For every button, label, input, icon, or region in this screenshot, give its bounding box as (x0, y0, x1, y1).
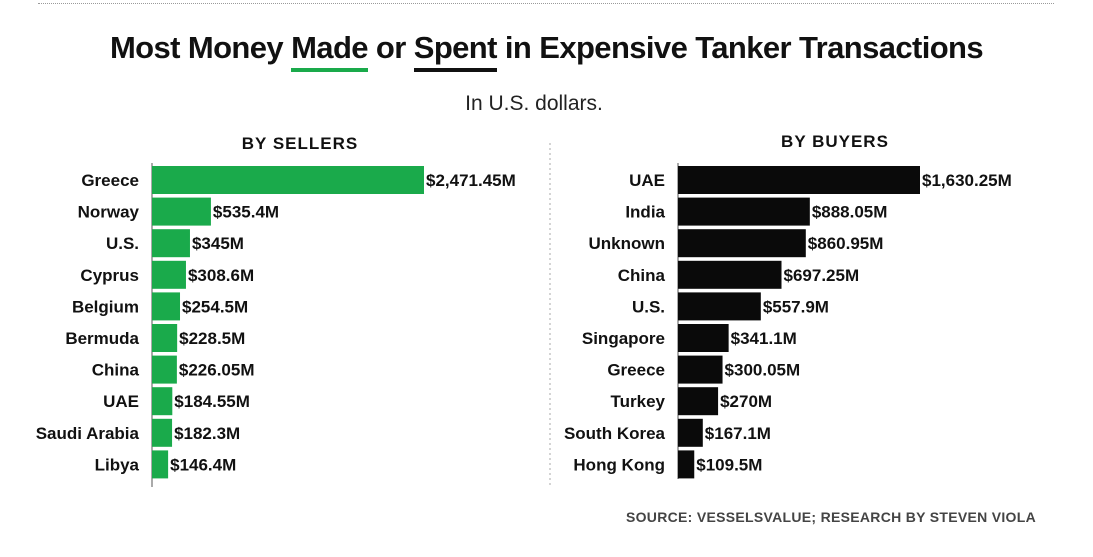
seller-bar-bermuda (152, 324, 178, 352)
title-word-spent: Spent (413, 30, 497, 72)
buyer-bar-singapore (678, 324, 729, 352)
buyer-category-label: Hong Kong (573, 455, 665, 474)
seller-category-label: Belgium (72, 297, 139, 316)
buyer-value-label: $300.05M (725, 361, 801, 380)
chart-title: Most Money Made or Spent in Expensive Ta… (0, 30, 1093, 72)
seller-category-label: Bermuda (65, 329, 139, 348)
seller-bar-cyprus (152, 260, 186, 289)
seller-bar-china (152, 355, 177, 384)
seller-category-label: Saudi Arabia (36, 424, 140, 443)
buyer-category-label: Turkey (611, 392, 666, 411)
buyer-bar-india (678, 197, 810, 226)
seller-category-label: Cyprus (80, 266, 139, 285)
seller-category-label: Libya (95, 455, 140, 474)
seller-category-label: Greece (81, 171, 139, 190)
seller-category-label: China (92, 361, 140, 380)
buyer-bar-china (678, 260, 782, 289)
seller-bar-libya (152, 450, 169, 479)
buyer-category-label: China (618, 266, 666, 285)
seller-value-label: $228.5M (179, 329, 245, 348)
title-text-or: or (367, 30, 414, 65)
buyer-value-label: $341.1M (731, 329, 797, 348)
buyer-value-label: $888.05M (812, 203, 888, 222)
buyers-panel-title: BY BUYERS (781, 132, 889, 151)
buyer-bar-u-s (678, 292, 761, 321)
seller-bar-uae (152, 387, 173, 416)
buyer-value-label: $167.1M (705, 424, 771, 443)
buyer-bar-turkey (678, 387, 719, 416)
buyer-category-label: India (625, 203, 665, 222)
seller-value-label: $146.4M (170, 455, 236, 474)
buyer-category-label: South Korea (564, 424, 666, 443)
buyer-value-label: $697.25M (784, 266, 860, 285)
buyer-category-label: UAE (629, 171, 665, 190)
buyer-category-label: Singapore (582, 329, 665, 348)
buyer-value-label: $270M (720, 392, 772, 411)
title-word-made: Made (291, 30, 369, 72)
seller-value-label: $345M (192, 234, 244, 253)
source-note: SOURCE: VESSELSVALUE; RESEARCH BY STEVEN… (625, 509, 1036, 525)
buyer-value-label: $557.9M (763, 297, 829, 316)
title-text-after: in Expensive Tanker Transactions (496, 30, 984, 65)
sellers-panel-title: BY SELLERS (241, 134, 359, 153)
buyer-category-label: U.S. (632, 297, 665, 316)
buyer-bar-south-korea (678, 418, 703, 447)
seller-category-label: Norway (78, 203, 140, 222)
buyer-value-label: $860.95M (808, 234, 884, 253)
seller-value-label: $2,471.45M (426, 171, 516, 190)
buyer-bar-unknown (678, 229, 806, 258)
seller-value-label: $254.5M (182, 297, 248, 316)
seller-value-label: $535.4M (213, 203, 279, 222)
seller-value-label: $184.55M (174, 392, 250, 411)
buyer-category-label: Unknown (589, 234, 666, 253)
seller-bar-greece (152, 166, 424, 194)
seller-value-label: $226.05M (179, 361, 255, 380)
seller-bar-u-s (152, 229, 190, 258)
seller-category-label: U.S. (106, 234, 139, 253)
top-dotted-rule (38, 3, 1054, 4)
seller-bar-norway (152, 197, 211, 226)
seller-value-label: $182.3M (174, 424, 240, 443)
title-text-before: Most Money (109, 30, 292, 65)
chart-subtitle: In U.S. dollars. (465, 92, 603, 115)
buyer-bar-greece (678, 355, 723, 384)
buyers-bars-group: UAE $1,630.25M India $888.05M Unknown $860.95… (564, 166, 1012, 479)
seller-category-label: UAE (103, 392, 139, 411)
buyer-bar-uae (678, 166, 920, 194)
seller-bar-saudi-arabia (152, 418, 173, 447)
seller-bar-belgium (152, 292, 181, 321)
buyer-category-label: Greece (607, 361, 665, 380)
seller-value-label: $308.6M (188, 266, 254, 285)
buyer-value-label: $109.5M (696, 455, 762, 474)
buyer-bar-hong-kong (678, 450, 695, 479)
sellers-bars-group: Greece $2,471.45M Norway $535.4M U.S. $345M Cy… (36, 166, 516, 479)
buyer-value-label: $1,630.25M (922, 171, 1012, 190)
